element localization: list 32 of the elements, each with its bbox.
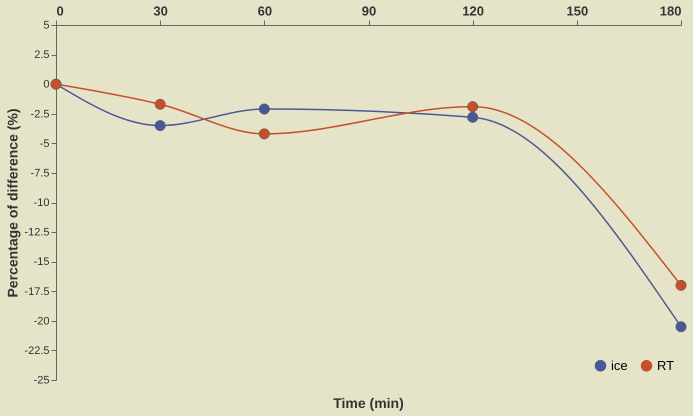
x-tick-label: 120 bbox=[462, 4, 484, 18]
x-axis-title: Time (min) bbox=[333, 395, 404, 411]
y-axis-title: Percentage of difference (%) bbox=[4, 108, 20, 298]
x-tick-label: 0 bbox=[56, 4, 64, 18]
point bbox=[676, 321, 686, 332]
y-tick-label: -17.5 bbox=[24, 286, 50, 298]
x-tick-label: 30 bbox=[153, 4, 168, 18]
point bbox=[467, 112, 478, 123]
point bbox=[154, 98, 166, 110]
y-tick-label: -2.5 bbox=[30, 108, 50, 120]
y-tick-label: -20 bbox=[34, 315, 50, 328]
y-tick-label: -25 bbox=[34, 374, 50, 386]
point bbox=[467, 101, 478, 112]
y-tick-label: -10 bbox=[34, 197, 50, 209]
y-tick-label: -12.5 bbox=[24, 226, 50, 239]
legend-label: RT bbox=[657, 358, 674, 373]
x-tick-label: 150 bbox=[566, 4, 588, 18]
point bbox=[258, 104, 270, 114]
point bbox=[676, 280, 686, 291]
y-tick-label: 0 bbox=[43, 78, 50, 91]
y-tick-label: 5 bbox=[43, 20, 50, 32]
x-tick-label: 60 bbox=[258, 4, 272, 18]
point bbox=[154, 120, 166, 132]
y-tick-label: -7.5 bbox=[30, 167, 50, 180]
y-tick-label: -15 bbox=[34, 256, 50, 268]
legend-label: ice bbox=[611, 358, 628, 373]
point bbox=[258, 128, 270, 140]
x-tick-label: 180 bbox=[660, 4, 682, 18]
y-tick-label: -22.5 bbox=[24, 344, 50, 357]
y-tick-label: 2.5 bbox=[34, 49, 50, 62]
x-tick-label: 90 bbox=[362, 4, 376, 18]
y-tick-label: -5 bbox=[40, 138, 50, 150]
